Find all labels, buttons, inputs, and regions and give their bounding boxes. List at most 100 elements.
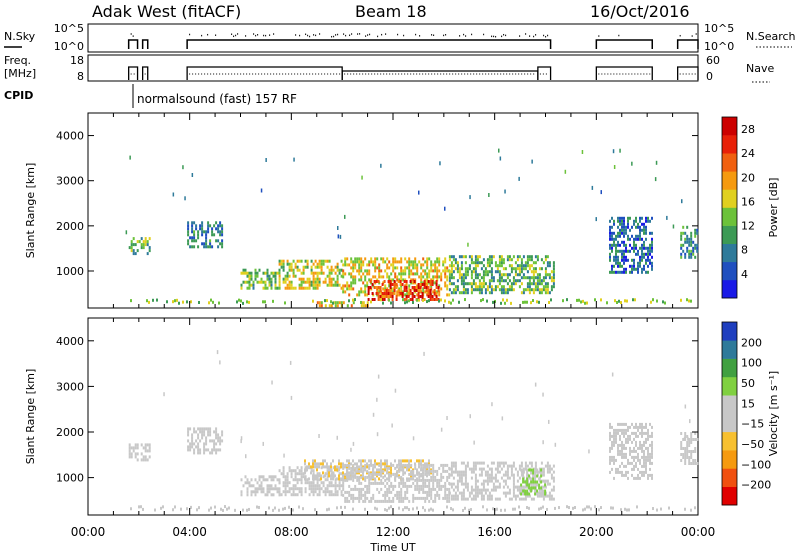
scatter-cell [564, 169, 567, 174]
echo-cell [405, 280, 408, 283]
echo-cell [641, 464, 643, 468]
y-tick-label: 4000 [56, 335, 84, 348]
echo-cell [378, 290, 381, 294]
echo-cell [360, 496, 363, 500]
echo-cell [348, 471, 350, 475]
echo-cell [207, 221, 210, 225]
echo-cell [398, 496, 401, 500]
echo-cell [431, 280, 434, 283]
echo-cell [360, 463, 363, 467]
echo-cell [498, 497, 501, 501]
echo-cell [324, 280, 327, 284]
echo-cell [684, 435, 687, 438]
echo-cell [350, 287, 353, 291]
echo-cell [144, 237, 147, 241]
echo-cell [420, 487, 423, 491]
echo-cell [386, 272, 389, 276]
echo-cell [550, 497, 553, 501]
echo-cell [645, 446, 647, 450]
echo-cell [286, 472, 289, 476]
noise-spike [463, 33, 465, 36]
echo-cell [382, 499, 385, 503]
echo-cell [248, 274, 251, 278]
echo-cell [532, 486, 535, 490]
colorbar-segment [722, 468, 737, 487]
echo-cell [418, 490, 421, 494]
echo-cell [410, 463, 413, 467]
echo-cell [332, 493, 335, 497]
echo-cell [498, 485, 501, 489]
scatter-cell [191, 173, 194, 177]
echo-cell [617, 264, 619, 268]
echo-cell [506, 273, 509, 277]
echo-cell [416, 266, 419, 270]
echo-cell [280, 265, 283, 269]
echo-cell [348, 287, 351, 291]
echo-cell [398, 475, 401, 479]
echo-cell [621, 252, 623, 256]
echo-cell [488, 473, 491, 477]
echo-cell [421, 283, 424, 286]
echo-cell [512, 255, 515, 259]
echo-cell [400, 272, 403, 276]
echo-cell [328, 490, 331, 494]
echo-cell [372, 493, 375, 497]
echo-cell [300, 466, 303, 470]
scatter-cell [542, 440, 544, 445]
echo-cell [680, 432, 683, 435]
echo-cell [456, 288, 459, 292]
echo-cell [342, 484, 345, 488]
echo-cell [651, 473, 653, 477]
echo-cell [412, 278, 415, 282]
echo-cell [332, 484, 335, 488]
echo-cell [643, 425, 645, 429]
scatter-cell [289, 360, 292, 365]
echo-cell [647, 473, 649, 477]
echo-cell [278, 268, 281, 272]
echo-cell [398, 469, 401, 473]
echo-cell [304, 471, 306, 475]
echo-cell [389, 283, 392, 286]
echo-cell [446, 293, 449, 297]
echo-cell [613, 434, 615, 438]
near-range-cell [344, 505, 346, 509]
echo-cell [502, 273, 505, 277]
echo-cell [314, 277, 317, 281]
echo-cell [643, 225, 645, 229]
echo-cell [379, 295, 382, 298]
echo-cell [373, 298, 376, 301]
echo-cell [360, 493, 363, 497]
echo-cell [416, 487, 419, 491]
echo-cell [434, 260, 437, 264]
echo-cell [408, 468, 410, 472]
echo-cell [508, 258, 511, 262]
echo-cell [437, 298, 440, 301]
echo-cell [191, 445, 194, 449]
echo-cell [320, 477, 322, 481]
echo-cell [366, 293, 369, 297]
echo-cell [136, 249, 139, 253]
echo-cell [643, 443, 645, 447]
echo-cell [396, 496, 399, 500]
echo-cell [643, 455, 645, 459]
echo-cell [629, 425, 631, 429]
echo-cell [544, 492, 547, 496]
echo-cell [623, 422, 625, 426]
echo-cell [215, 451, 218, 455]
echo-cell [472, 488, 475, 492]
echo-cell [520, 468, 523, 472]
echo-cell [613, 219, 615, 223]
echo-cell [522, 489, 525, 493]
echo-cell [342, 263, 345, 267]
echo-cell [389, 295, 392, 298]
echo-cell [400, 275, 403, 279]
echo-cell [450, 494, 453, 498]
y-axis-label: Slant Range [km] [24, 369, 37, 465]
echo-cell [372, 466, 375, 470]
echo-cell [609, 270, 611, 274]
echo-cell [474, 464, 477, 468]
echo-cell [406, 487, 409, 491]
echo-cell [625, 464, 627, 468]
echo-cell [474, 261, 477, 265]
echo-cell [435, 292, 438, 295]
